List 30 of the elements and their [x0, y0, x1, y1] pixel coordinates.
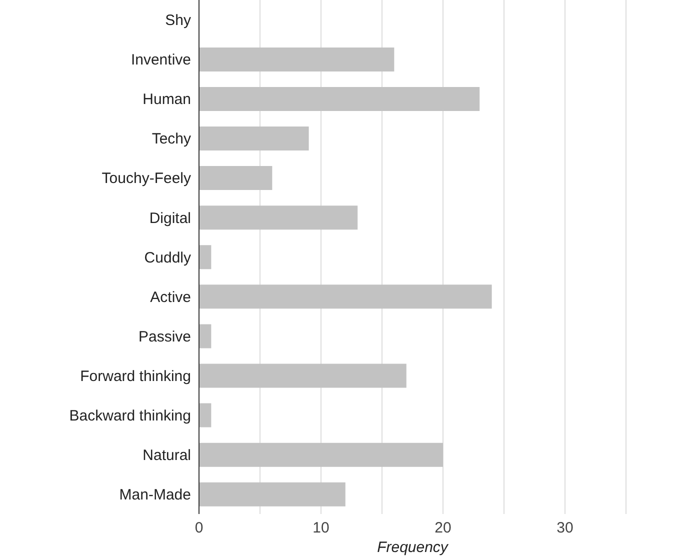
bar	[199, 403, 212, 428]
y-tick-label: Natural	[142, 447, 191, 464]
bar	[199, 126, 309, 151]
bar	[199, 284, 492, 309]
bar	[199, 482, 346, 506]
x-tick-label: 0	[194, 520, 204, 537]
y-tick-label: Inventive	[130, 52, 191, 69]
x-axis-title: Frequency	[377, 539, 450, 556]
bar	[199, 206, 358, 230]
x-tick-label: 10	[312, 520, 330, 537]
y-tick-label: Touchy-Feely	[102, 170, 192, 188]
x-tick-label: 30	[556, 520, 574, 537]
y-tick-label: Backward thinking	[69, 407, 191, 424]
bar	[199, 364, 406, 388]
y-tick-label: Passive	[138, 328, 191, 346]
bar	[199, 47, 394, 72]
y-tick-label: Active	[150, 288, 191, 306]
bar	[199, 86, 480, 111]
bar	[199, 442, 443, 467]
y-tick-label: Digital	[149, 210, 191, 227]
y-tick-label: Forward thinking	[80, 368, 191, 385]
y-tick-label: Cuddly	[144, 249, 192, 266]
bar	[199, 245, 212, 270]
bar	[199, 324, 212, 348]
y-tick-label: Man-Made	[119, 486, 191, 504]
bar	[199, 166, 272, 190]
x-tick-label: 20	[434, 520, 452, 537]
y-tick-label: Human	[142, 91, 191, 108]
y-tick-label: Shy	[165, 12, 192, 30]
y-tick-label: Techy	[152, 130, 192, 148]
